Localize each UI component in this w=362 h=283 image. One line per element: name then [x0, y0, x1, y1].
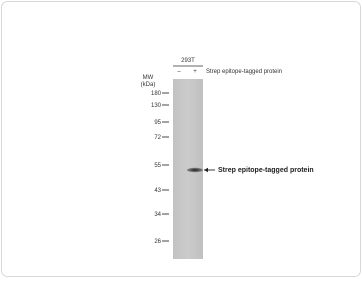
lane-condition: Strep epitope-tagged protein — [206, 69, 282, 75]
band-label: Strep epitope-tagged protein — [218, 167, 314, 174]
marker-label: 55 — [154, 163, 161, 169]
marker-label: 130 — [151, 103, 162, 109]
marker-label: 72 — [154, 135, 161, 141]
marker-label: 26 — [154, 239, 161, 245]
page: 293T – + Strep epitope-tagged protein MW… — [0, 0, 362, 278]
lane-sign: + — [193, 69, 197, 75]
marker-label: 95 — [154, 120, 161, 126]
mw-label: MW — [143, 75, 154, 81]
mw-unit: (kDa) — [141, 82, 156, 88]
cell-line-label: 293T — [181, 58, 195, 64]
marker-label: 180 — [151, 91, 162, 97]
figure: 293T – + Strep epitope-tagged protein MW… — [0, 0, 362, 278]
protein-band — [187, 168, 203, 172]
marker-label: 34 — [154, 212, 161, 218]
marker-label: 43 — [154, 188, 161, 194]
